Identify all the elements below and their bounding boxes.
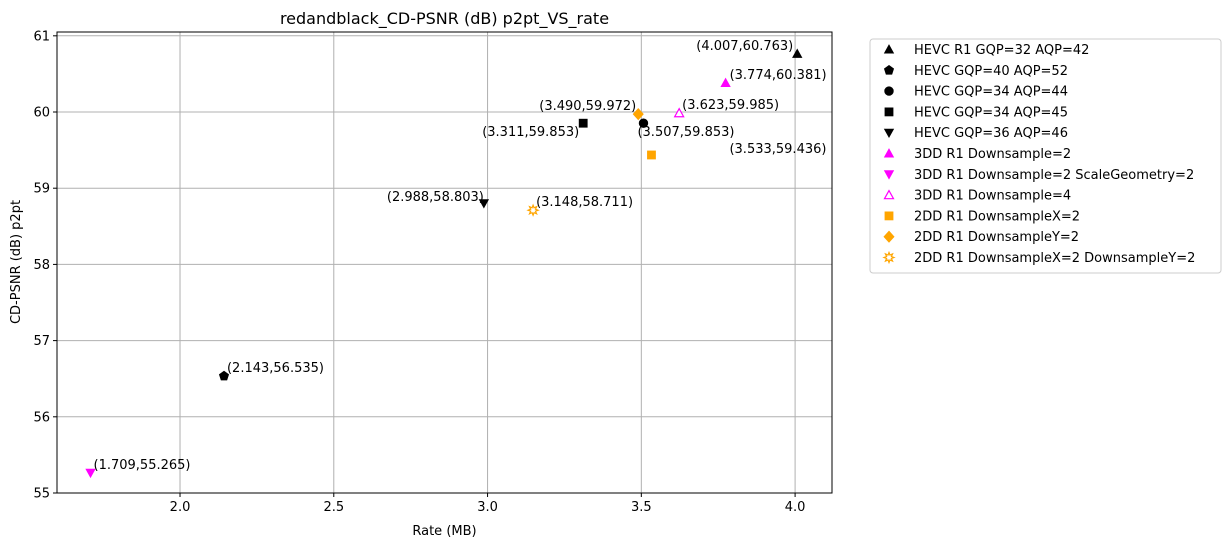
x-tick-label: 3.5 [631,500,652,515]
y-tick-label: 58 [33,258,50,273]
data-point [638,118,649,128]
data-point [720,77,731,87]
point-label: (3.490,59.972) [539,99,636,114]
data-point [647,150,656,160]
legend-marker [884,107,894,117]
legend: HEVC R1 GQP=32 AQP=42 HEVC GQP=40 AQP=52 H… [869,38,1222,274]
x-axis-label: Rate (MB) [412,524,476,539]
legend-label: 2DD R1 DownsampleX=2 [914,209,1080,224]
legend-marker [883,230,895,243]
x-tick-label: 3.0 [477,500,498,515]
legend-label: 2DD R1 DownsampleX=2 DownsampleY=2 [914,251,1195,266]
point-label: (3.623,59.985) [682,98,779,113]
y-axis-label: CD-PSNR (dB) p2pt [9,200,24,324]
legend-label: HEVC GQP=40 AQP=52 [914,64,1068,79]
legend-label: HEVC GQP=34 AQP=44 [914,85,1068,100]
y-axis-ticks: 55 56 57 58 59 60 61 [33,29,57,502]
legend-marker [883,128,895,139]
y-tick-label: 60 [33,106,50,121]
data-point [526,203,540,217]
legend-label: HEVC R1 GQP=32 AQP=42 [914,43,1089,58]
legend-marker [882,250,896,265]
point-label: (2.988,58.803) [387,190,484,205]
data-point [792,48,803,58]
data-point [218,370,230,381]
point-label: (3.533,59.436) [729,142,826,157]
point-label: (3.311,59.853) [482,125,579,140]
point-label: (1.709,55.265) [94,458,191,473]
legend-label: 3DD R1 Downsample=2 ScaleGeometry=2 [914,168,1194,183]
legend-label: 3DD R1 Downsample=4 [914,189,1071,204]
point-annotations: (4.007,60.763) (2.143,56.535) (3.507,59.85… [94,39,827,473]
legend-frame [869,38,1222,274]
data-point [673,107,685,118]
legend-marker [883,148,895,158]
legend-marker [884,211,894,221]
chart-title: redandblack_CD-PSNR (dB) p2pt_VS_rate [280,9,609,29]
legend-marker [883,65,895,75]
y-tick-label: 55 [33,487,50,502]
legend-label: HEVC GQP=34 AQP=45 [914,105,1068,120]
point-label: (4.007,60.763) [696,39,793,54]
y-tick-label: 56 [33,410,50,425]
legend-label: HEVC GQP=36 AQP=46 [914,126,1068,141]
legend-marker [883,170,895,180]
legend-label: 2DD R1 DownsampleY=2 [914,230,1079,245]
point-label: (2.143,56.535) [227,361,324,376]
point-label: (3.148,58.711) [536,195,633,210]
x-axis-ticks: 2.0 2.5 3.0 3.5 4.0 [170,493,806,515]
y-tick-label: 59 [33,182,50,197]
data-point [632,108,644,121]
point-label: (3.507,59.853) [637,125,734,140]
y-tick-label: 61 [33,29,50,44]
point-label: (3.774,60.381) [730,68,827,83]
x-tick-label: 2.0 [170,500,191,515]
x-tick-label: 2.5 [323,500,344,515]
legend-marker [884,86,894,96]
y-tick-label: 57 [33,334,50,349]
legend-label: 3DD R1 Downsample=2 [914,147,1071,162]
data-point [478,199,490,209]
data-point [85,468,96,479]
legend-marker [883,44,895,54]
legend-marker [883,189,895,200]
plot-area-frame [56,31,833,494]
x-tick-label: 4.0 [785,500,806,515]
data-points [85,48,803,479]
data-point [578,118,588,128]
